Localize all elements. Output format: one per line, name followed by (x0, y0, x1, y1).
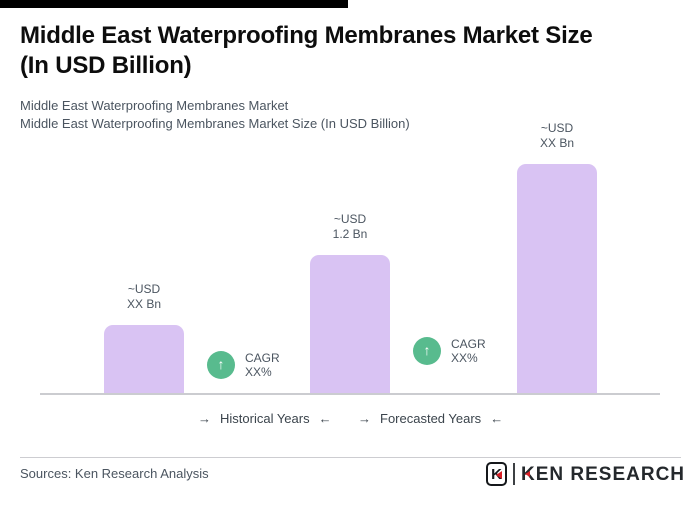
page-subtitle-line1: Middle East Waterproofing Membranes Mark… (20, 98, 289, 113)
bar-value-line1: ~USD (333, 212, 367, 226)
cagr-value: XX% (245, 365, 272, 379)
page-subtitle: Middle East Waterproofing Membranes Mark… (20, 97, 640, 133)
bar-value-line2: XX Bn (126, 297, 162, 311)
wordmark-red-wedge-icon (525, 470, 530, 477)
top-accent-bar (0, 0, 348, 8)
bar-value-line1: ~USD (540, 121, 574, 135)
ken-research-icon: K (486, 462, 507, 486)
logo-red-wedge-icon (496, 471, 502, 479)
page-title: Middle East Waterproofing Membranes Mark… (20, 21, 680, 81)
bar-value-line2: 1.2 Bn (332, 227, 368, 241)
bar-1 (104, 325, 184, 395)
sources-note: Sources: Ken Research Analysis (20, 466, 209, 481)
bar-value-line1: ~USD (127, 282, 161, 296)
footer-divider (20, 457, 681, 458)
up-arrow-icon: ↑ (423, 342, 431, 358)
axis-period-text: Historical Years (220, 410, 310, 426)
logo-wordmark: KEN RESEARCH (521, 465, 685, 484)
right-arrow-icon: → (358, 410, 371, 426)
page-title-line2: (In USD Billion) (20, 52, 192, 79)
left-arrow-icon: ← (318, 410, 332, 426)
cagr-text: CAGR XX% (451, 337, 486, 365)
bar-value-label-2: ~USD 1.2 Bn (290, 212, 410, 242)
axis-period-text: Forecasted Years (380, 410, 482, 426)
bar-2 (310, 255, 390, 395)
cagr-value: XX% (451, 351, 478, 365)
x-axis-line (40, 393, 660, 395)
cagr-label: CAGR (451, 337, 486, 351)
page-title-line1: Middle East Waterproofing Membranes Mark… (20, 22, 593, 49)
cagr-text: CAGR XX% (245, 351, 280, 379)
right-arrow-icon: → (198, 410, 211, 426)
x-axis-label-historical: → Historical Years ← (198, 410, 332, 426)
growth-badge: ↑ (413, 337, 441, 365)
bar-value-label-3: ~USD XX Bn (497, 121, 617, 151)
x-axis-label-forecasted: → Forecasted Years ← (358, 410, 503, 426)
growth-badge: ↑ (207, 351, 235, 379)
cagr-label: CAGR (245, 351, 280, 365)
logo-separator (513, 463, 515, 485)
bar-3 (517, 164, 597, 395)
cagr-annotation-forecast: ↑ CAGR XX% (413, 337, 486, 365)
left-arrow-icon: ← (490, 410, 504, 426)
wordmark-rest: EN RESEARCH (535, 463, 686, 485)
up-arrow-icon: ↑ (217, 356, 225, 372)
ken-research-logo: K KEN RESEARCH (486, 460, 685, 488)
cagr-annotation-historical: ↑ CAGR XX% (207, 351, 280, 379)
bar-value-line2: XX Bn (539, 136, 575, 150)
page-subtitle-line2: Middle East Waterproofing Membranes Mark… (20, 116, 410, 131)
bar-value-label-1: ~USD XX Bn (84, 282, 204, 312)
